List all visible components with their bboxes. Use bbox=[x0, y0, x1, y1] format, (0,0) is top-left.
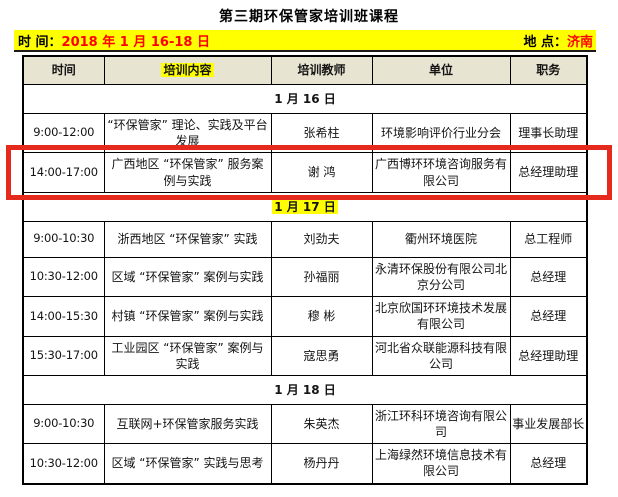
organization-cell: 永清环保股份有限公司北京分公司 bbox=[371, 256, 511, 298]
content-cell: 浙西地区 “环保管家” 实践 bbox=[103, 220, 272, 258]
date-label: 1 月 16 日 bbox=[274, 91, 336, 106]
content-cell: 村镇 “环保管家” 案例与实践 bbox=[103, 296, 272, 337]
time-cell: 9:00-10:30 bbox=[22, 220, 105, 258]
time-cell: 14:00-17:00 bbox=[22, 152, 105, 193]
content-cell: 区域 “环保管家” 案例与实践 bbox=[103, 256, 272, 298]
time-cell: 9:00-10:30 bbox=[22, 403, 105, 445]
table-body: 1 月 16 日 9:00-12:00 “环保管家” 理论、实践及平台发展 张希柱 环境… bbox=[22, 84, 588, 485]
organization-cell: 河北省众联能源科技有限公司 bbox=[371, 335, 511, 376]
column-header-label: 单位 bbox=[428, 63, 453, 78]
schedule-table: 时间 培训内容 培训教师 单位 职务 1 月 16 日 9:00-12:00 “环保管家” … bbox=[22, 55, 588, 485]
column-header-label: 职务 bbox=[536, 63, 561, 78]
course-row: 15:30-17:00 工业园区 “环保管家” 案例与实践 寇思勇 河北省众联能源科技… bbox=[22, 335, 588, 376]
teacher-cell: 寇思勇 bbox=[270, 335, 373, 376]
organization-cell: 广西博环环境咨询服务有限公司 bbox=[371, 152, 511, 193]
position-cell: 总经理 bbox=[509, 443, 588, 485]
page-title: 第三期环保管家培训班课程 bbox=[219, 9, 399, 25]
teacher-cell: 穆 彬 bbox=[270, 296, 373, 337]
date-label: 1 月 18 日 bbox=[274, 382, 336, 397]
column-header-label: 时间 bbox=[51, 63, 76, 78]
position-cell: 总经理 bbox=[509, 296, 588, 337]
date-section-row: 1 月 16 日 bbox=[22, 84, 588, 114]
course-row: 9:00-10:30 互联网+环保管家服务实践 朱英杰 浙江环科环境咨询有限公司 事业发… bbox=[22, 403, 588, 445]
organization-cell: 衢州环境医院 bbox=[371, 220, 511, 258]
location-info: 地 点：济南 bbox=[523, 31, 593, 50]
content-cell: 广西地区 “环保管家” 服务案例与实践 bbox=[103, 152, 272, 193]
time-label: 时 间： bbox=[18, 34, 62, 50]
organization-cell: 环境影响评价行业分会 bbox=[371, 112, 511, 154]
column-header-time: 时间 bbox=[22, 55, 105, 85]
column-header-position: 职务 bbox=[509, 55, 588, 85]
column-header-teacher: 培训教师 bbox=[270, 55, 373, 85]
content-cell: 区域 “环保管家” 实践与思考 bbox=[103, 443, 272, 485]
column-header-label: 培训教师 bbox=[297, 63, 346, 78]
content-cell: 互联网+环保管家服务实践 bbox=[103, 403, 272, 445]
course-row: 10:30-12:00 区域 “环保管家” 案例与实践 孙福丽 永清环保股份有限公司北… bbox=[22, 256, 588, 298]
teacher-cell: 谢 鸿 bbox=[270, 152, 373, 193]
teacher-cell: 张希柱 bbox=[270, 112, 373, 154]
time-cell: 14:00-15:30 bbox=[22, 296, 105, 337]
date-section-cell: 1 月 17 日 bbox=[22, 191, 588, 222]
date-section-cell: 1 月 18 日 bbox=[22, 374, 588, 405]
course-row: 14:00-15:30 村镇 “环保管家” 案例与实践穆 彬北京欣国环环境技术发展… bbox=[22, 296, 588, 337]
position-cell: 总经理 bbox=[509, 256, 588, 298]
table-header: 时间 培训内容 培训教师 单位 职务 bbox=[22, 55, 588, 85]
column-header-content: 培训内容 bbox=[103, 55, 272, 85]
time-value: 2018 年 1 月 16-18 日 bbox=[61, 34, 210, 50]
date-section-row: 1 月 17 日 bbox=[22, 191, 588, 222]
course-row: 9:00-12:00 “环保管家” 理论、实践及平台发展 张希柱 环境影响评价行业分会… bbox=[22, 112, 588, 154]
location-value: 济南 bbox=[566, 34, 593, 50]
course-row: 9:00-10:30 浙西地区 “环保管家” 实践 刘劲夫 衢州环境医院 总工程师 bbox=[22, 220, 588, 258]
location-label: 地 点： bbox=[523, 34, 567, 50]
teacher-cell: 朱英杰 bbox=[270, 403, 373, 445]
position-cell: 总经理助理 bbox=[509, 152, 588, 193]
course-row: 14:00-17:00 广西地区 “环保管家” 服务案例与实践谢 鸿广西博环环境咨… bbox=[22, 152, 588, 193]
organization-cell: 北京欣国环环境技术发展有限公司 bbox=[371, 296, 511, 337]
time-cell: 10:30-12:00 bbox=[22, 256, 105, 298]
organization-cell: 上海绿然环境信息技术有限公司 bbox=[371, 443, 511, 485]
teacher-cell: 孙福丽 bbox=[270, 256, 373, 298]
time-cell: 10:30-12:00 bbox=[22, 443, 105, 485]
content-cell: “环保管家” 理论、实践及平台发展 bbox=[103, 112, 272, 154]
date-section-row: 1 月 18 日 bbox=[22, 374, 588, 405]
position-cell: 总工程师 bbox=[509, 220, 588, 258]
position-cell: 理事长助理 bbox=[509, 112, 588, 154]
time-cell: 15:30-17:00 bbox=[22, 335, 105, 376]
organization-cell: 浙江环科环境咨询有限公司 bbox=[371, 403, 511, 445]
date-section-cell: 1 月 16 日 bbox=[22, 84, 588, 114]
teacher-cell: 杨丹丹 bbox=[270, 443, 373, 485]
time-info: 时 间：2018 年 1 月 16-18 日 bbox=[18, 31, 210, 50]
info-bar: 时 间：2018 年 1 月 16-18 日 地 点：济南 bbox=[14, 30, 596, 52]
teacher-cell: 刘劲夫 bbox=[270, 220, 373, 258]
course-row: 10:30-12:00 区域 “环保管家” 实践与思考 杨丹丹 上海绿然环境信息技术有… bbox=[22, 443, 588, 485]
column-header-organization: 单位 bbox=[371, 55, 511, 85]
time-cell: 9:00-12:00 bbox=[22, 112, 105, 154]
column-header-label: 培训内容 bbox=[161, 63, 214, 78]
content-cell: 工业园区 “环保管家” 案例与实践 bbox=[103, 335, 272, 376]
header-row: 时间 培训内容 培训教师 单位 职务 bbox=[22, 55, 588, 85]
position-cell: 总经理助理 bbox=[509, 335, 588, 376]
date-label: 1 月 17 日 bbox=[272, 199, 338, 214]
position-cell: 事业发展部长 bbox=[509, 403, 588, 445]
